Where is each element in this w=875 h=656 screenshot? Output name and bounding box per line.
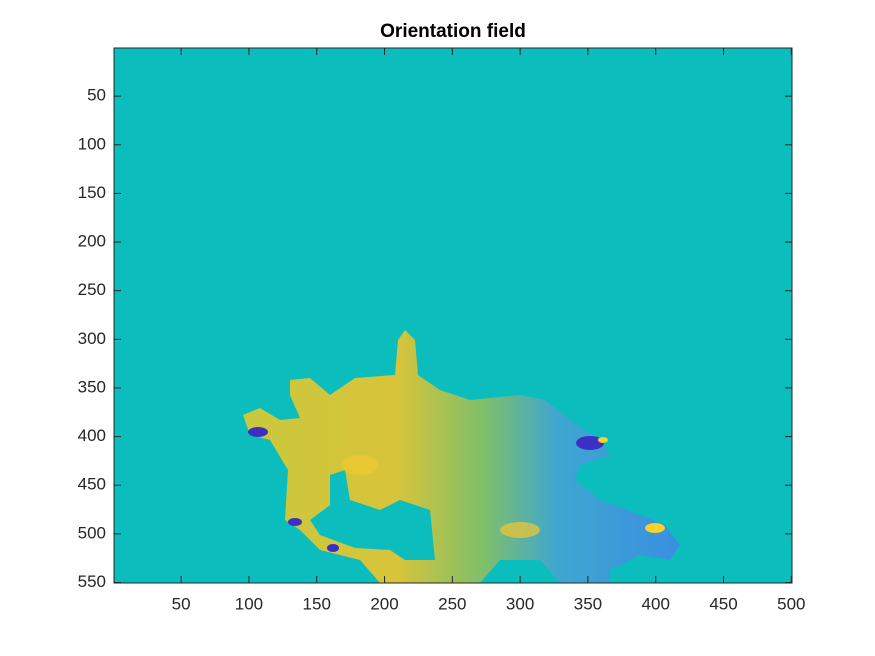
spot bbox=[598, 437, 608, 443]
x-tick-label: 250 bbox=[438, 594, 466, 613]
x-tick-label: 350 bbox=[574, 594, 602, 613]
y-tick-label: 400 bbox=[78, 426, 106, 445]
y-tick-label: 50 bbox=[87, 86, 106, 105]
chart-title: Orientation field bbox=[380, 21, 526, 42]
spot bbox=[327, 544, 339, 552]
x-tick-label: 400 bbox=[642, 594, 670, 613]
y-tick-label: 200 bbox=[78, 232, 106, 251]
y-tick-label: 100 bbox=[78, 134, 106, 153]
y-tick-label: 150 bbox=[78, 183, 106, 202]
axes-box bbox=[113, 47, 793, 584]
x-tick-label: 300 bbox=[506, 594, 534, 613]
spot bbox=[342, 455, 378, 475]
spot bbox=[645, 523, 665, 533]
x-tick-label: 150 bbox=[303, 594, 331, 613]
y-tick-label: 550 bbox=[78, 572, 106, 591]
spot bbox=[248, 427, 268, 437]
x-tick-label: 450 bbox=[709, 594, 737, 613]
field-blob bbox=[243, 330, 680, 583]
y-tick-label: 500 bbox=[78, 523, 106, 542]
y-tick-label: 350 bbox=[78, 377, 106, 396]
field-region bbox=[243, 330, 680, 583]
x-tick-label: 200 bbox=[370, 594, 398, 613]
spot bbox=[288, 518, 302, 526]
y-tick-label: 250 bbox=[78, 280, 106, 299]
y-tick-label: 300 bbox=[78, 329, 106, 348]
x-tick-label: 500 bbox=[777, 594, 805, 613]
y-tick-label: 450 bbox=[78, 475, 106, 494]
spot bbox=[500, 522, 540, 538]
x-tick-label: 50 bbox=[172, 594, 191, 613]
x-tick-label: 100 bbox=[235, 594, 263, 613]
spot bbox=[576, 436, 604, 450]
